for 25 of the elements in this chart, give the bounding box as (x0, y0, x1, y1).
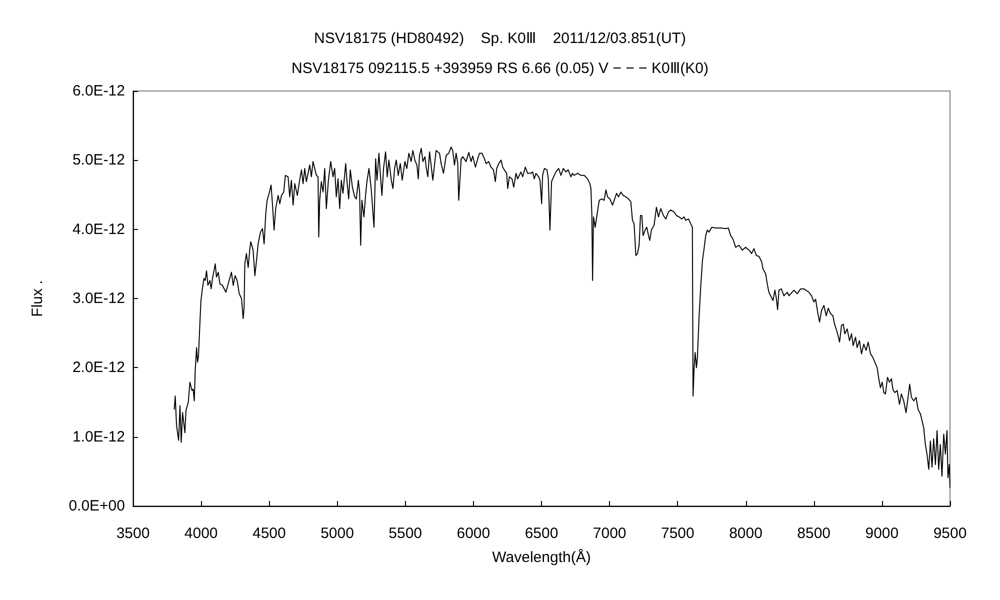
x-tick-label: 5500 (388, 525, 422, 542)
x-tick-label: 4000 (184, 525, 218, 542)
y-axis-title: Flux . (29, 280, 46, 317)
y-tick-label: 4.0E-12 (72, 220, 125, 238)
x-tick-label: 7500 (660, 525, 694, 542)
line-series (174, 146, 950, 488)
y-tick-label: 5.0E-12 (72, 152, 125, 169)
x-tick-label: 6000 (456, 525, 490, 542)
x-tick-label: 9000 (865, 525, 899, 542)
y-tick-label: 6.0E-12 (72, 82, 125, 100)
y-tick-label: 3.0E-12 (72, 290, 125, 307)
x-tick-label: 4500 (252, 525, 286, 542)
x-tick-label: 6500 (524, 525, 558, 542)
chart-subtitle: NSV18175 092115.5 +393959 RS 6.66 (0.05) V − − − K0Ⅲ(K0) (291, 60, 709, 77)
x-tick-label: 9500 (933, 525, 967, 542)
y-tick-label: 2.0E-12 (72, 359, 125, 376)
chart-title: NSV18175 (HD80492) Sp. K0Ⅲ 2011/12/03.851(UT) (314, 30, 686, 47)
y-tick-label: 0.0E+00 (68, 498, 125, 514)
x-axis-title: Wavelength(Å) (492, 548, 591, 566)
x-tick-label: 8500 (797, 525, 831, 542)
y-tick-label: 1.0E-12 (72, 428, 125, 446)
x-tick-label: 5000 (320, 525, 354, 542)
x-tick-label: 7000 (592, 525, 626, 542)
x-tick-label: 3500 (116, 525, 150, 542)
x-tick-label: 8000 (729, 525, 762, 542)
